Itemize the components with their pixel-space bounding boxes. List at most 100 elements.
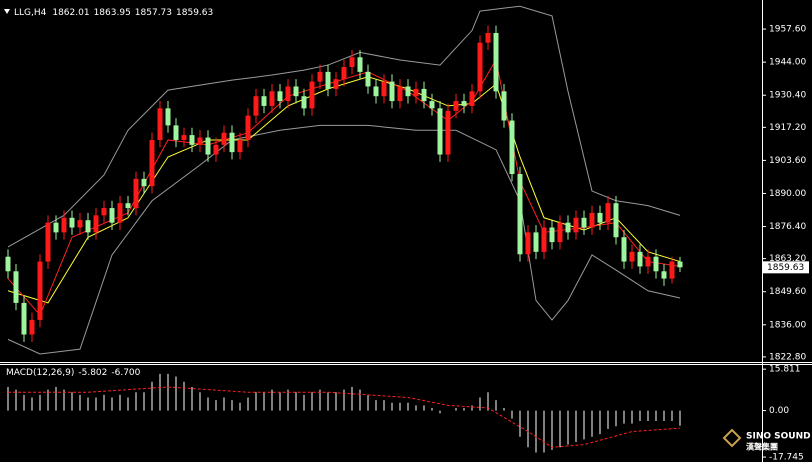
watermark-logo (722, 428, 742, 448)
candle-body (581, 217, 587, 228)
signal-line (8, 386, 681, 448)
macd-readout: -5.802 (78, 368, 107, 378)
candle-body (365, 71, 371, 87)
candle-body (213, 144, 219, 155)
candle-body (349, 57, 355, 68)
candle-body (253, 96, 259, 116)
candle-body (661, 271, 667, 279)
candle-body (541, 227, 547, 252)
y-tick-label: 1863.20 (769, 254, 806, 264)
candle-body (637, 251, 643, 267)
y-tick-label: 1822.80 (769, 352, 806, 362)
candle-body (589, 212, 595, 228)
candle-body (573, 217, 579, 233)
candle-body (421, 88, 427, 102)
y-tick-label: 1917.20 (769, 123, 806, 133)
open-readout: 1862.01 (52, 8, 89, 18)
y-tick-label: 1876.40 (769, 222, 806, 232)
candle-body (381, 81, 387, 97)
y-tick-label: 1890.00 (769, 189, 806, 199)
candle-body (565, 222, 571, 233)
candle-body (197, 137, 203, 145)
candle-body (173, 125, 179, 140)
candle-body (453, 101, 459, 111)
candle-body (493, 32, 499, 92)
candle-body (373, 86, 379, 97)
candle-body (333, 79, 339, 89)
candle-body (357, 57, 363, 72)
candle-body (557, 222, 563, 243)
indicator-line (7, 5, 681, 248)
candle-body (277, 91, 283, 102)
y-tick-label: 1849.60 (769, 287, 806, 297)
candle-body (21, 302, 27, 335)
candle-body (245, 115, 251, 140)
candle-body (653, 256, 659, 272)
candle-body (613, 203, 619, 238)
candle-body (549, 227, 555, 243)
candle-body (149, 139, 155, 187)
candle-body (597, 212, 603, 223)
candle-body (29, 319, 35, 335)
close-readout: 1859.63 (176, 8, 213, 18)
candle-body (261, 96, 267, 106)
candle-body (477, 42, 483, 92)
high-readout: 1863.95 (94, 8, 131, 18)
symbol: LLG,H4 (14, 8, 47, 18)
y-tick-label: 1930.40 (769, 91, 806, 101)
candle-body (389, 81, 395, 102)
candle-body (45, 222, 51, 262)
candle-body (469, 91, 475, 106)
candle-body (101, 208, 107, 216)
candle-body (61, 217, 67, 233)
watermark-text: SINO SOUND (746, 432, 811, 442)
candle-body (341, 67, 347, 80)
candle-body (445, 110, 451, 155)
candle-body (501, 91, 507, 121)
candle-body (77, 220, 83, 228)
watermark: SINO SOUND 漢聲集團 (722, 428, 811, 452)
candle-body (677, 261, 683, 268)
indicator-line (7, 124, 681, 355)
y-tick-label: 1836.00 (769, 320, 806, 330)
candle-body (125, 203, 131, 209)
y-tick-label: 15.811 (769, 365, 801, 375)
candle-body (37, 261, 43, 320)
candle-body (517, 174, 523, 255)
candle-body (605, 203, 611, 223)
candle-body (133, 178, 139, 209)
candle-body (525, 232, 531, 255)
y-tick-label: 0.00 (769, 406, 789, 416)
candle-body (533, 232, 539, 252)
menu-arrow[interactable] (4, 9, 10, 14)
candle-body (53, 222, 59, 233)
candle-body (309, 81, 315, 109)
header: LLG,H4 1862.01 1863.95 1857.73 1859.63 (14, 8, 213, 18)
candle-body (229, 132, 235, 153)
candle-body (5, 256, 11, 272)
candle-body (301, 96, 307, 109)
candle-body (437, 108, 443, 155)
candle-body (413, 88, 419, 97)
candle-body (269, 91, 275, 106)
candle-body (669, 261, 675, 279)
candle-body (85, 220, 91, 233)
candle-body (109, 208, 115, 223)
candle-body (93, 215, 99, 233)
candle-body (189, 135, 195, 145)
y-tick-label: 1944.00 (769, 58, 806, 68)
candle-body (205, 137, 211, 155)
candle-body (645, 256, 651, 267)
candle-body (405, 86, 411, 97)
candle-body (461, 101, 467, 106)
candle-body (285, 86, 291, 102)
candle-body (141, 178, 147, 187)
candle-body (429, 101, 435, 109)
watermark-text: 漢聲集團 (746, 442, 778, 452)
candle-body (629, 251, 635, 262)
candle-body (397, 86, 403, 102)
candle-body (69, 217, 75, 228)
